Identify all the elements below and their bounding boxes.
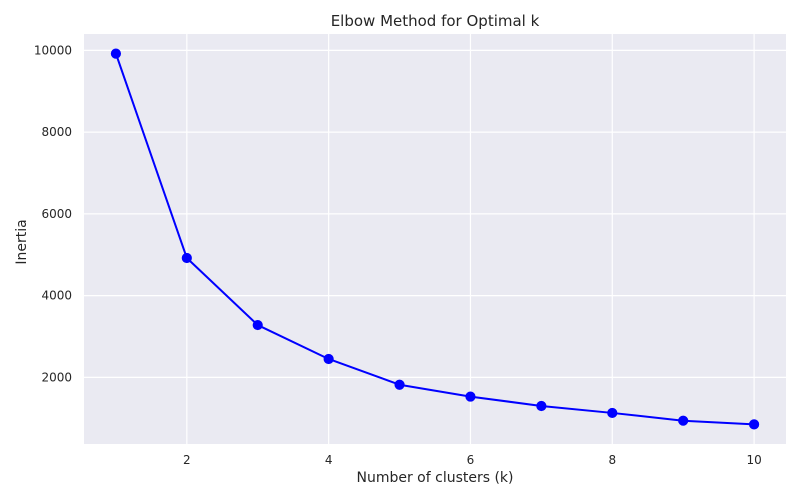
data-point-k-9: [678, 415, 689, 426]
x-tick-label-8: 8: [608, 453, 616, 467]
data-point-k-2: [181, 252, 192, 264]
x-tick-label-2: 2: [183, 453, 191, 467]
data-point-k-7: [536, 400, 547, 412]
plot-area: [84, 34, 786, 444]
data-point-k-3: [252, 319, 263, 331]
chart-title: Elbow Method for Optimal k: [331, 12, 540, 30]
data-point-k-1: [110, 48, 122, 59]
y-axis-label: Inertia: [14, 219, 30, 264]
y-tick-label-2000: 2000: [41, 370, 72, 384]
x-tick-label-6: 6: [467, 453, 475, 467]
tick-layer: 2 4 6 8 10 2000 4000 6000 8000 10000: [34, 43, 762, 467]
series-line-0: [114, 53, 755, 426]
x-axis-label: Number of clusters (k): [356, 470, 513, 486]
data-point-k-6: [465, 391, 476, 402]
x-tick-label-4: 4: [325, 453, 333, 467]
y-tick-label-4000: 4000: [41, 289, 72, 303]
y-tick-label-10000: 10000: [34, 43, 72, 57]
y-tick-label-6000: 6000: [41, 207, 72, 221]
x-tick-label-10: 10: [746, 453, 761, 467]
data-point-k-4: [323, 353, 334, 365]
series-layer: [110, 48, 760, 430]
grid-layer: [84, 34, 786, 444]
data-point-k-8: [607, 407, 618, 419]
y-tick-label-8000: 8000: [41, 125, 72, 139]
data-point-k-10: [748, 419, 760, 430]
data-point-k-5: [394, 379, 405, 390]
